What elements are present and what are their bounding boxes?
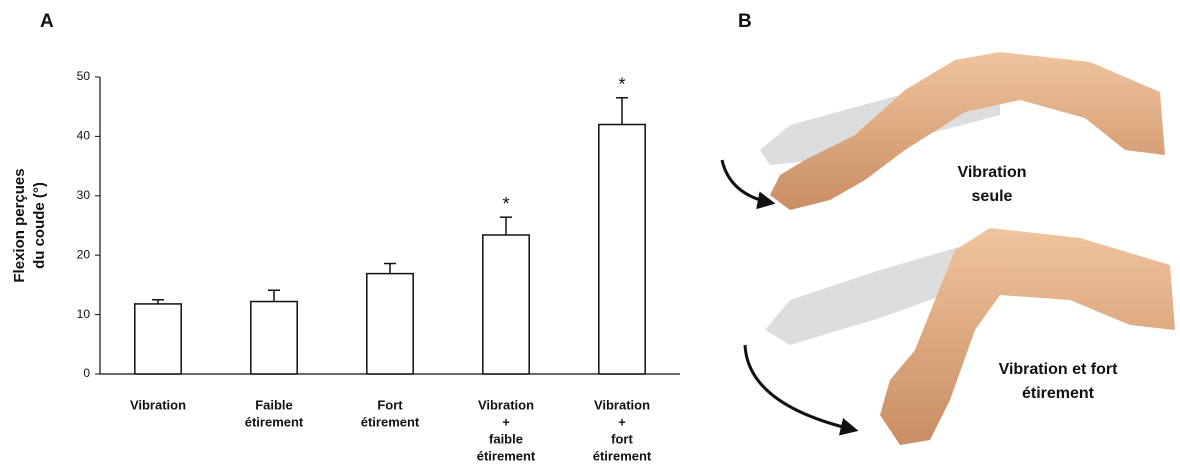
y-tick-label: 0 bbox=[83, 366, 90, 380]
caption: seule bbox=[972, 188, 1013, 205]
x-tick-label: étirement bbox=[245, 414, 304, 429]
significance-marker: * bbox=[502, 194, 509, 214]
caption: étirement bbox=[1022, 385, 1095, 402]
arm-shadow bbox=[765, 238, 990, 345]
bar bbox=[598, 123, 646, 375]
bar bbox=[250, 300, 298, 375]
y-tick-label: 30 bbox=[77, 188, 91, 202]
arm bbox=[770, 52, 1165, 210]
x-tick-label: étirement bbox=[477, 448, 536, 463]
caption: Vibration et fort bbox=[999, 361, 1118, 378]
significance-marker: * bbox=[618, 75, 625, 95]
x-tick-label: faible bbox=[489, 431, 523, 446]
x-tick-label: étirement bbox=[593, 448, 652, 463]
y-tick-label: 10 bbox=[77, 307, 91, 321]
x-tick-label: Vibration bbox=[594, 397, 650, 412]
bar bbox=[134, 303, 182, 375]
y-axis-label: Flexion perçues bbox=[11, 168, 28, 282]
bar bbox=[366, 272, 414, 375]
x-tick-label: Fort bbox=[377, 397, 403, 412]
x-tick-label: Faible bbox=[255, 397, 293, 412]
x-tick-label: étirement bbox=[361, 414, 420, 429]
y-tick-label: 40 bbox=[77, 129, 91, 143]
x-tick-label: fort bbox=[611, 431, 633, 446]
x-tick-label: Vibration bbox=[130, 397, 186, 412]
arm bbox=[880, 228, 1175, 445]
arrow bbox=[743, 344, 859, 436]
y-tick-label: 20 bbox=[77, 247, 91, 261]
caption: Vibration bbox=[957, 164, 1026, 181]
panel-label: A bbox=[40, 11, 54, 32]
x-tick-label: + bbox=[618, 414, 626, 429]
x-tick-label: + bbox=[502, 414, 510, 429]
bar bbox=[482, 234, 530, 375]
panel-label: B bbox=[738, 11, 752, 32]
arrow bbox=[720, 159, 776, 210]
x-tick-label: Vibration bbox=[478, 397, 534, 412]
y-axis-label: du coude (°) bbox=[31, 182, 48, 269]
y-tick-label: 50 bbox=[77, 69, 91, 83]
illustration bbox=[720, 52, 1175, 445]
